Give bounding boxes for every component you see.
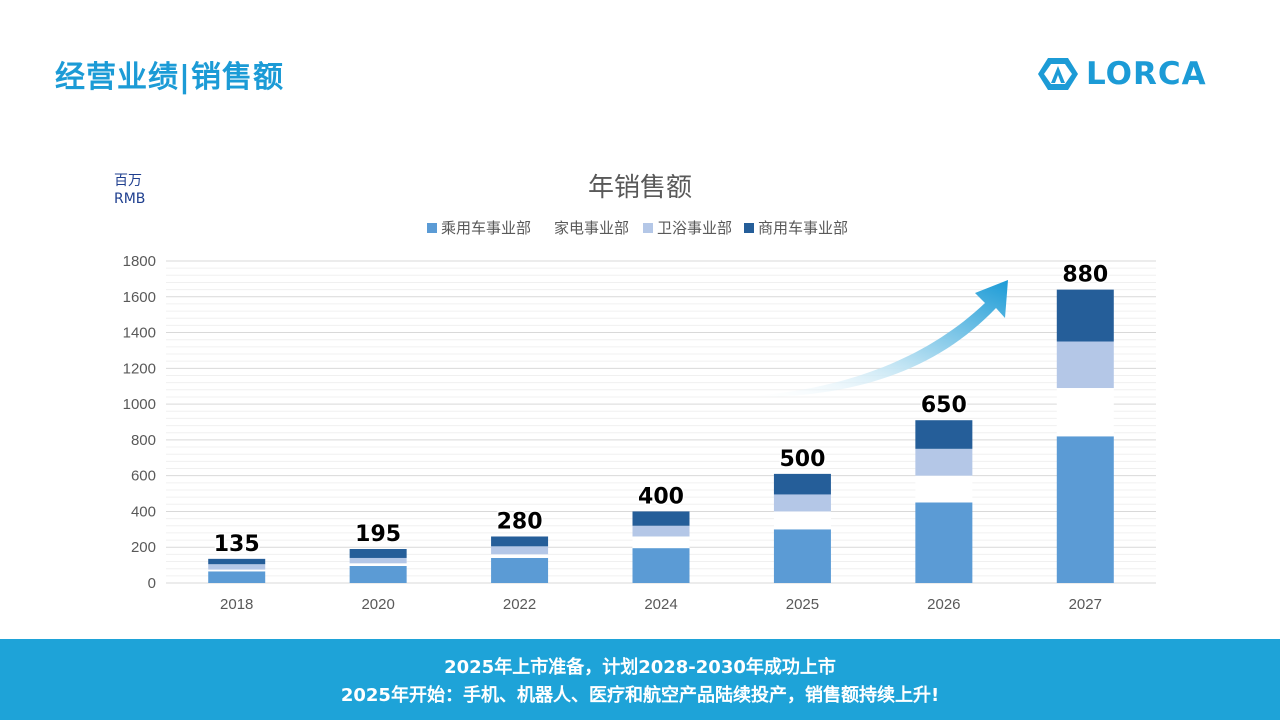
bar-segment-2020-0 [349,566,407,583]
total-label: 500 [779,447,825,472]
page-title: 经营业绩|销售额 [55,60,284,95]
legend-swatch [427,223,437,233]
y-tick-label: 1200 [123,360,156,377]
bar-segment-2018-2 [208,564,266,570]
company-logo: LORCA [1038,54,1207,94]
bar-segment-2026-3 [915,420,973,449]
y-tick-label: 200 [131,539,156,556]
lorca-logo-icon [1038,58,1078,90]
total-label: 195 [355,522,401,547]
y-tick-label: 0 [148,575,156,592]
legend-label: 卫浴事业部 [657,219,732,237]
total-label: 650 [921,393,967,418]
legend-label: 商用车事业部 [758,219,848,237]
chart-title: 年销售额 [588,173,692,203]
bar-segment-2018-0 [208,571,266,583]
x-tick-label: 2025 [786,596,819,613]
y-tick-label: 1000 [123,396,156,413]
bar-segment-2024-0 [632,548,690,583]
bar-segment-2018-1 [208,569,266,572]
bar-segment-2026-0 [915,502,973,583]
legend-swatch [744,223,754,233]
total-label: 400 [638,484,684,509]
bar-segment-2027-2 [1056,341,1114,389]
bar-segment-2022-0 [491,557,549,583]
y-tick-label: 800 [131,432,156,449]
legend-swatch [643,223,653,233]
bar-segment-2024-1 [632,536,690,549]
y-tick-label: 1800 [123,253,156,270]
total-label: 135 [214,532,260,557]
bar-segment-2022-2 [491,546,549,555]
x-tick-label: 2022 [503,596,536,613]
bar-segment-2020-3 [349,549,407,558]
bar-segment-2025-2 [773,494,831,512]
footer-line-2: 2025年开始：手机、机器人、医疗和航空产品陆续投产，销售额持续上升! [340,685,940,706]
trend-arrow [735,280,1008,398]
y-axis-unit: 百万 RMB [114,172,145,208]
bar-segment-2025-0 [773,529,831,583]
footer-banner: 2025年上市准备，计划2028-2030年成功上市 2025年开始：手机、机器… [0,639,1280,720]
y-tick-label: 1600 [123,289,156,306]
y-tick-label: 400 [131,503,156,520]
x-tick-label: 2027 [1069,596,1102,613]
bar-segment-2025-1 [773,511,831,530]
logo-text: LORCA [1086,56,1207,92]
unit-line-2: RMB [114,191,146,207]
x-tick-label: 2018 [220,596,253,613]
bar-segment-2022-3 [491,536,549,547]
bar-segment-2024-3 [632,511,690,526]
y-tick-label: 600 [131,468,156,485]
legend-swatch [540,223,550,233]
total-label: 880 [1062,263,1108,288]
bar-segment-2022-1 [491,554,549,558]
bar-segment-2018-3 [208,558,266,565]
y-tick-label: 1400 [123,325,156,342]
bar-segment-2027-3 [1056,289,1114,342]
bar-segment-2027-0 [1056,436,1114,583]
bar-segment-2026-1 [915,475,973,503]
footer-line-1: 2025年上市准备，计划2028-2030年成功上市 [444,657,836,678]
total-label: 280 [497,509,543,534]
sales-chart: 0 200 400 600 800 1000 1200 1400 1600 1800 135 201… [123,173,1156,613]
x-tick-label: 2026 [927,596,960,613]
unit-line-1: 百万 [114,173,142,189]
bar-segment-2027-1 [1056,388,1114,437]
legend-label: 乘用车事业部 [441,219,531,237]
x-tick-label: 2024 [644,596,677,613]
bar-segment-2025-3 [773,473,831,495]
bar-segment-2020-2 [349,557,407,564]
legend: 乘用车事业部 家电事业部 卫浴事业部 商用车事业部 [427,219,848,237]
x-tick-label: 2020 [361,596,394,613]
bar-segment-2026-2 [915,448,973,476]
legend-label: 家电事业部 [554,219,629,237]
bar-segment-2020-1 [349,563,407,567]
bar-segment-2024-2 [632,525,690,537]
